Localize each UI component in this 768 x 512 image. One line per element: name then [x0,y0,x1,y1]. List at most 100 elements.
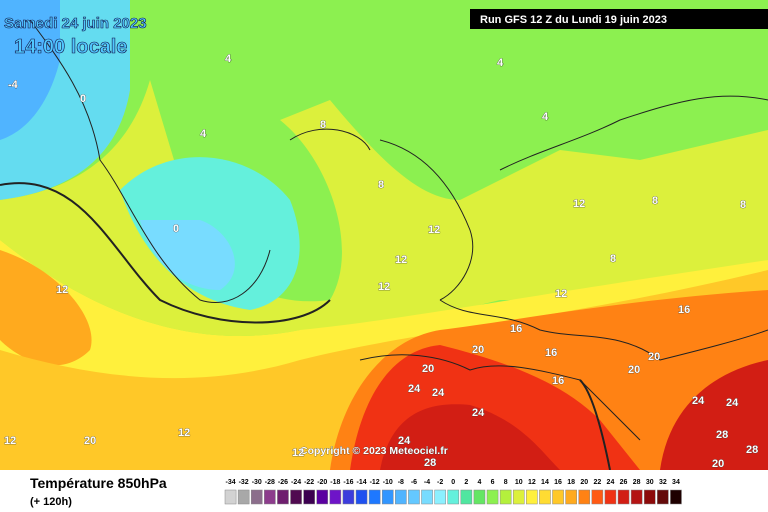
contour-label: 24 [432,387,445,399]
scale-swatch [381,489,394,505]
scale-label: -28 [265,479,275,486]
run-banner [470,9,768,29]
scale-swatch [565,489,577,505]
contour-label: 8 [378,179,384,191]
scale-swatch [421,489,433,505]
contour-label: 16 [545,347,557,359]
contour-labels: -4 0 0 4 4 4 4 8 8 8 8 12 12 12 12 12 12 16 16 16 16 20 20 20 20… [4,53,759,471]
scale-swatch [342,489,355,505]
scale-swatch [552,489,564,505]
scale-label: -24 [291,479,301,486]
contour-label: 16 [552,375,564,387]
scale-label: 10 [515,479,523,486]
scale-swatch [512,489,525,505]
scale-label: -4 [424,479,430,486]
run-info: Run GFS 12 Z du Lundi 19 juin 2023 [480,14,667,26]
contour-label: 0 [173,223,179,235]
contour-label: 20 [84,435,96,447]
contour-label: 8 [740,199,746,211]
footer-title: Température 850hPa [30,475,167,491]
scale-swatch [617,489,630,505]
scale-label: -20 [317,479,327,486]
contour-label: 4 [542,111,549,123]
scale-label: -6 [411,479,417,486]
scale-label: -32 [239,479,249,486]
contour-label: 12 [178,427,190,439]
contour-label: -4 [8,79,19,91]
contour-label: 16 [510,323,522,335]
scale-label: -12 [370,479,380,486]
contour-label: 4 [225,53,232,65]
scale-label: 34 [672,479,680,486]
contour-label: 12 [56,284,68,296]
contour-label: 24 [726,397,739,409]
scale-label: -34 [225,479,235,486]
contour-label: 12 [4,435,16,447]
scale-label: -8 [398,479,404,486]
scale-label: 24 [607,479,615,486]
contour-label: 20 [472,344,484,356]
scale-label: -22 [304,479,314,486]
scale-label: 0 [451,479,455,486]
forecast-time: 14:00 locale [14,36,127,58]
scale-swatch [237,489,250,505]
contour-label: 4 [497,57,504,69]
scale-label: -18 [330,479,340,486]
scale-label: 30 [646,479,654,486]
contour-label: 24 [692,395,705,407]
scale-label: 20 [580,479,588,486]
scale-swatch [290,489,302,505]
scale-label: -2 [437,479,443,486]
scale-label: -10 [383,479,393,486]
scale-swatch [250,489,263,505]
scale-swatch [630,489,643,505]
contour-label: 8 [320,119,326,131]
scale-label: 28 [633,479,641,486]
contour-label: 20 [422,363,434,375]
scale-label: 18 [567,479,575,486]
footer-lead: (+ 120h) [30,496,72,508]
scale-swatch [604,489,617,505]
scale-label: -16 [343,479,353,486]
scale-label: 2 [464,479,468,486]
scale-swatch [303,489,315,505]
scale-swatch [499,489,512,505]
scale-swatch [355,489,368,505]
contour-label: 28 [746,444,758,456]
contour-label: 28 [424,457,436,469]
scale-swatch [277,489,289,505]
scale-swatch [447,489,460,505]
scale-swatch [395,489,407,505]
scale-label: 4 [477,479,481,486]
contour-label: 24 [408,383,421,395]
scale-label: -30 [252,479,262,486]
scale-swatch [657,489,669,505]
color-scale: -34 -32 -30 -28 -26 -24 -22 -20 -18 -16 -14 -12 -10-… [224,479,682,505]
contour-label: 12 [378,281,390,293]
scale-swatch [368,489,381,505]
scale-swatch [434,489,446,505]
scale-label: 16 [554,479,562,486]
contour-label: 4 [200,128,207,140]
scale-swatch [643,489,656,505]
contour-label: 16 [678,304,690,316]
scale-label: 6 [491,479,495,486]
coastlines [0,19,768,471]
scale-label: 12 [528,479,536,486]
scale-swatch [526,489,538,505]
contour-label: 8 [652,195,658,207]
contour-label: 24 [398,435,411,447]
scale-label: 14 [541,479,549,486]
forecast-date: Samedi 24 juin 2023 [4,15,147,32]
contour-label: 20 [648,351,660,363]
contour-label: 8 [610,253,616,265]
contour-label: 12 [555,288,567,300]
scale-swatch [460,489,473,505]
scale-swatch [264,489,276,505]
scale-swatch [591,489,604,505]
scale-label: 32 [659,479,667,486]
contour-label: 20 [712,458,724,470]
scale-label: -14 [356,479,366,486]
contour-label: 12 [292,447,304,459]
